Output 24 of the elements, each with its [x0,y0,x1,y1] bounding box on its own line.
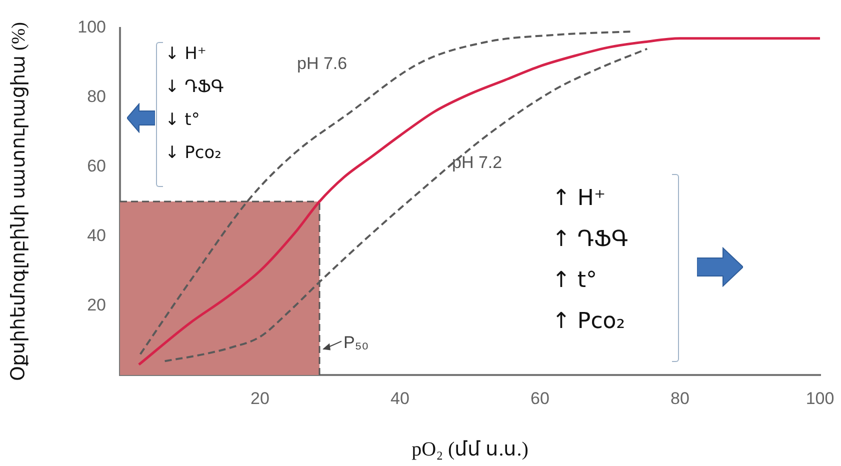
y-tick-label: 60 [87,156,106,176]
x-tick-label: 20 [250,388,270,408]
x-tick-label: 40 [390,388,410,408]
y-axis-title: Օքսիհեմոգլոբինի սատուրացիա (%) [8,22,30,381]
annotation: ↑ H⁺ [552,186,606,211]
y-tick-label: 80 [87,87,106,106]
x-tick-label: 60 [530,388,550,408]
annotation: ↑ ԴՖԳ [552,227,628,252]
y-tick-label: 100 [78,18,106,37]
annotation: ↑ t° [552,268,598,293]
y-tick-label: 40 [87,226,106,245]
x-axis-title: pO₂ (մմ ս.ս.) [412,438,528,460]
x-tick-label: 100 [806,388,834,408]
annotation: ↓ ԴՖԳ [165,77,224,97]
ref-line-label: P₅₀ [344,332,369,352]
annotation: pH 7.6 [297,54,348,74]
annotation: ↑ Pco₂ [552,309,626,334]
annotation: ↓ Pco₂ [165,143,222,163]
line-series [138,37,820,366]
x-tick-label: 80 [670,388,690,408]
annotation: pH 7.2 [452,153,502,173]
annotation: ↓ t° [165,110,200,130]
y-tick-label: 20 [87,295,106,314]
annotation: ↓ H⁺ [165,44,206,64]
